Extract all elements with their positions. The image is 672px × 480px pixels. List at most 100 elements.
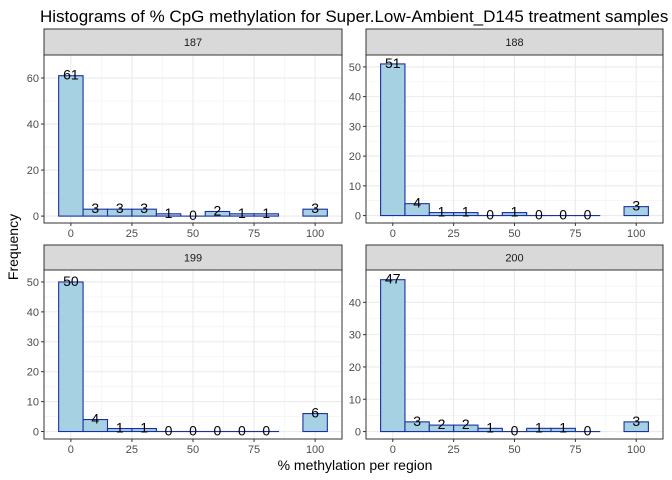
x-tick-label: 0 (68, 228, 74, 240)
bar-count-label: 1 (140, 420, 148, 436)
facet-strip (365, 244, 664, 271)
x-tick-label: 50 (508, 228, 520, 240)
bar-count-label: 50 (63, 273, 79, 289)
facet-strip-label: 199 (184, 253, 202, 265)
histogram-bar (404, 203, 430, 217)
bar-count-label: 0 (511, 423, 519, 439)
y-tick-label: 40 (349, 297, 361, 309)
bar-count-label: 0 (486, 207, 494, 223)
bar-count-label: 3 (311, 200, 319, 216)
y-tick-label: 60 (27, 73, 39, 85)
y-tick-label: 0 (355, 211, 361, 223)
x-tick-label: 25 (126, 228, 138, 240)
bar-count-label: 2 (214, 202, 222, 218)
bar-count-label: 3 (91, 200, 99, 216)
histogram-bar (380, 63, 406, 217)
bar-count-label: 4 (413, 195, 421, 211)
bar-count-label: 51 (385, 55, 401, 71)
y-tick-label: 20 (349, 362, 361, 374)
facet-strip-label: 187 (184, 37, 202, 49)
histogram-bar (623, 421, 649, 433)
histogram-bar (58, 281, 84, 433)
x-axis-title: % methylation per region (278, 457, 433, 473)
bar-count-label: 3 (632, 413, 640, 429)
facet-strip (365, 28, 664, 56)
bar-count-label: 1 (438, 204, 446, 220)
facet-strip-label: 200 (505, 253, 523, 265)
y-tick-label: 20 (349, 151, 361, 163)
x-tick-label: 75 (569, 228, 581, 240)
chart-title: Histograms of % CpG methylation for Supe… (40, 7, 668, 26)
y-tick-label: 40 (27, 119, 39, 131)
x-tick-label: 100 (306, 444, 324, 456)
y-tick-label: 10 (349, 394, 361, 406)
x-tick-label: 25 (448, 228, 460, 240)
y-tick-label: 40 (27, 307, 39, 319)
histogram-bar (131, 427, 157, 433)
x-tick-label: 50 (187, 444, 199, 456)
x-tick-label: 100 (627, 444, 645, 456)
bar-count-label: 0 (559, 207, 567, 223)
histogram-bar (155, 213, 182, 217)
y-tick-label: 10 (27, 397, 39, 409)
x-tick-label: 0 (68, 444, 74, 456)
facet-strip-label: 188 (505, 37, 523, 49)
y-tick-label: 30 (27, 337, 39, 349)
bar-count-label: 3 (413, 413, 421, 429)
x-tick-label: 0 (390, 444, 396, 456)
bar-count-label: 0 (262, 423, 270, 439)
bar-count-label: 4 (91, 411, 99, 427)
x-tick-label: 50 (508, 444, 520, 456)
histogram-bar (82, 419, 109, 433)
bar-count-label: 0 (189, 423, 197, 439)
x-tick-label: 25 (448, 444, 460, 456)
bar-count-label: 1 (559, 419, 567, 435)
bar-count-label: 1 (462, 204, 470, 220)
bar-count-label: 61 (63, 67, 79, 83)
bar-count-label: 0 (189, 207, 197, 223)
bar-count-label: 0 (584, 207, 592, 223)
histogram-bar (623, 206, 649, 217)
bar-count-label: 6 (311, 405, 319, 421)
x-tick-label: 75 (248, 444, 260, 456)
bar-count-label: 0 (238, 423, 246, 439)
y-tick-label: 10 (349, 181, 361, 193)
histogram-bar (550, 427, 576, 433)
bar-count-label: 1 (486, 419, 494, 435)
x-tick-label: 0 (390, 228, 396, 240)
y-tick-label: 20 (27, 165, 39, 177)
facet-strip (43, 28, 343, 56)
histogram-bar (380, 279, 406, 433)
y-axis-title: Frequency (5, 214, 21, 280)
x-tick-label: 25 (126, 444, 138, 456)
bar-count-label: 2 (438, 416, 446, 432)
y-tick-label: 50 (27, 277, 39, 289)
y-tick-label: 50 (349, 62, 361, 74)
y-tick-label: 0 (33, 211, 39, 223)
y-tick-label: 0 (355, 427, 361, 439)
bar-count-label: 0 (535, 207, 543, 223)
bar-count-label: 3 (140, 200, 148, 216)
bar-count-label: 1 (238, 205, 246, 221)
bar-count-label: 0 (584, 423, 592, 439)
x-tick-label: 100 (627, 228, 645, 240)
y-tick-label: 30 (349, 330, 361, 342)
bar-count-label: 0 (214, 423, 222, 439)
x-tick-label: 100 (306, 228, 324, 240)
bar-count-label: 3 (116, 200, 124, 216)
bar-count-label: 1 (535, 419, 543, 435)
bar-count-label: 1 (116, 420, 124, 436)
y-tick-label: 40 (349, 92, 361, 104)
histogram-bar (253, 213, 280, 217)
histogram-bar (302, 413, 328, 433)
histogram-bar (477, 427, 503, 433)
histogram-bar (302, 208, 328, 217)
histogram-bar (453, 212, 479, 217)
bar-count-label: 1 (262, 205, 270, 221)
bar-count-label: 2 (462, 416, 470, 432)
